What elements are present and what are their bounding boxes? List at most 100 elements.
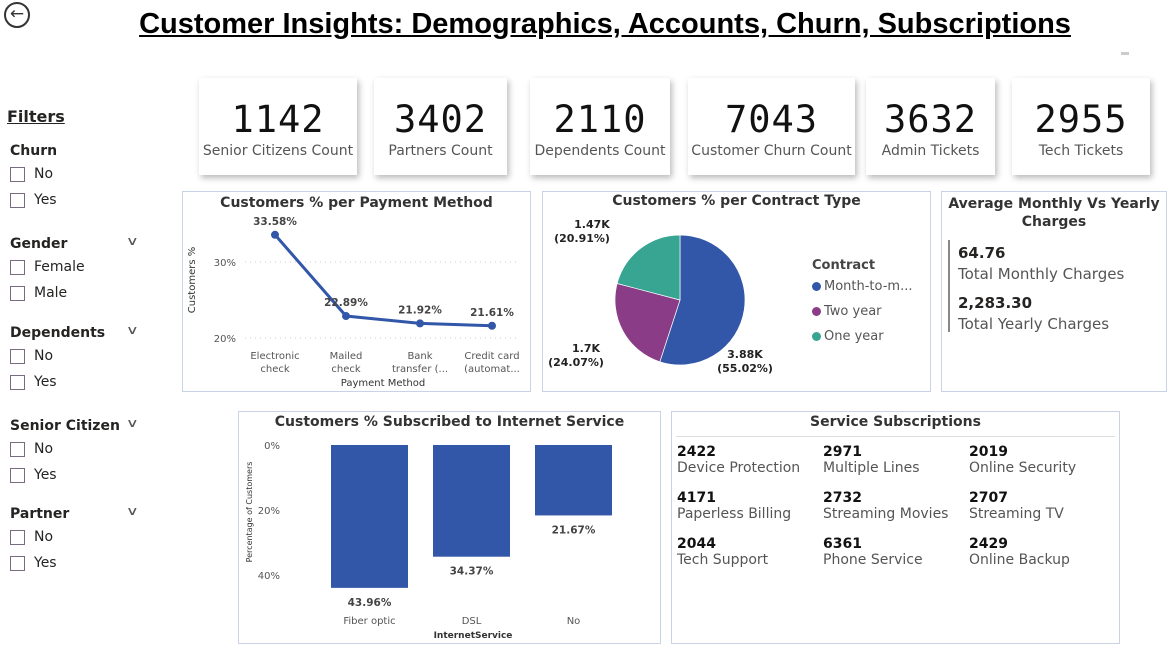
service-label: Streaming TV [969, 506, 1064, 522]
kpi-label: Customer Churn Count [691, 143, 852, 159]
page-title: Customer Insights: Demographics, Account… [139, 8, 1071, 40]
checkbox[interactable] [10, 374, 25, 390]
service-subscriptions-card: Service Subscriptions 2422 Device Protect… [671, 411, 1120, 644]
service-item: 2707 Streaming TV [969, 490, 1064, 522]
checkbox[interactable] [10, 348, 25, 364]
checkbox[interactable] [10, 529, 25, 545]
chart-title: Service Subscriptions [810, 414, 981, 430]
filter-title: Senior Citizen [10, 418, 120, 434]
service-count: 2732 [823, 490, 862, 506]
monthly-charges-value: 64.76 [958, 244, 1006, 262]
kpi-value: 2110 [553, 98, 647, 141]
service-count: 2971 [823, 444, 862, 460]
internet-service-chart: Customers % Subscribed to Internet Servi… [238, 411, 661, 644]
kpi-value: 1142 [231, 98, 325, 141]
legend-item[interactable]: Two year [812, 304, 882, 319]
service-count: 2429 [969, 536, 1008, 552]
service-item: 4171 Paperless Billing [677, 490, 791, 522]
x-tick-label: Credit card [464, 351, 519, 362]
chevron-down-icon[interactable]: ∨ [125, 323, 139, 337]
service-item: 6361 Phone Service [823, 536, 923, 568]
chevron-down-icon[interactable]: ∨ [125, 234, 139, 248]
service-item: 2971 Multiple Lines [823, 444, 920, 476]
filter-option-dependents-yes[interactable]: Yes [10, 374, 57, 390]
y-tick-label: 20% [214, 334, 236, 345]
x-tick-label: check [331, 364, 360, 375]
service-item: 2429 Online Backup [969, 536, 1070, 568]
kpi-label: Partners Count [388, 143, 493, 159]
filter-option-gender-male[interactable]: Male [10, 285, 67, 301]
service-label: Phone Service [823, 552, 923, 568]
checkbox[interactable] [10, 192, 25, 208]
legend-item[interactable]: Month-to-m... [812, 279, 912, 294]
filter-title: Dependents [10, 325, 106, 341]
kpi-value: 3632 [883, 98, 978, 141]
kpi-card: 3632 Admin Tickets [866, 78, 995, 175]
x-tick-label: Electronic [250, 351, 299, 362]
filter-option-churn-no[interactable]: No [10, 166, 53, 182]
yearly-charges-value: 2,283.30 [958, 294, 1033, 312]
checkbox[interactable] [10, 285, 25, 301]
filter-option-churn-yes[interactable]: Yes [10, 192, 57, 208]
kpi-card: 1142 Senior Citizens Count [199, 78, 357, 175]
payment-method-chart: Customers % per Payment Method [182, 191, 531, 392]
filter-option-senior-citizen-yes[interactable]: Yes [10, 467, 57, 483]
checkbox[interactable] [10, 259, 25, 275]
x-tick-label: Mailed [330, 351, 363, 362]
service-item: 2044 Tech Support [677, 536, 768, 568]
kpi-value: 2955 [1034, 98, 1128, 141]
checkbox[interactable] [10, 555, 25, 571]
option-label: Male [34, 285, 68, 301]
option-label: No [34, 441, 54, 457]
service-item: 2422 Device Protection [677, 444, 800, 476]
filter-option-dependents-no[interactable]: No [10, 348, 53, 364]
filter-option-partner-no[interactable]: No [10, 529, 53, 545]
filter-title: Churn [10, 143, 58, 159]
yearly-charges-label: Total Yearly Charges [958, 315, 1110, 333]
service-count: 2422 [677, 444, 716, 460]
legend-swatch-icon [812, 282, 821, 291]
option-label: Yes [34, 374, 57, 390]
legend-label: Month-to-m... [824, 279, 913, 294]
service-label: Online Security [969, 460, 1077, 476]
service-count: 2019 [969, 444, 1008, 460]
data-point[interactable] [488, 321, 496, 330]
legend-swatch-icon [812, 332, 821, 341]
checkbox[interactable] [10, 467, 25, 483]
data-label: 21.92% [398, 304, 442, 316]
service-label: Multiple Lines [823, 460, 920, 476]
service-item: 2732 Streaming Movies [823, 490, 948, 522]
x-axis-label: Payment Method [341, 378, 425, 389]
x-tick-label: check [260, 364, 289, 375]
x-tick-label: transfer (... [392, 364, 448, 375]
data-point[interactable] [271, 230, 279, 239]
data-point[interactable] [416, 319, 424, 328]
kpi-card: 3402 Partners Count [374, 78, 507, 175]
checkbox[interactable] [10, 441, 25, 457]
chart-title: Average Monthly Vs Yearly Charges [948, 196, 1160, 230]
filters-title: Filters [7, 107, 65, 126]
chevron-down-icon[interactable]: ∨ [125, 416, 139, 430]
filter-option-partner-yes[interactable]: Yes [10, 555, 57, 571]
service-count: 2707 [969, 490, 1008, 506]
chevron-down-icon[interactable]: ∨ [125, 504, 139, 518]
data-point[interactable] [342, 312, 350, 321]
option-label: No [34, 529, 54, 545]
option-label: Female [34, 259, 85, 275]
filter-option-senior-citizen-no[interactable]: No [10, 441, 53, 457]
y-axis-label: Customers % [187, 247, 198, 313]
legend-label: One year [824, 329, 884, 344]
legend-item[interactable]: One year [812, 329, 884, 344]
monthly-charges-label: Total Monthly Charges [958, 265, 1125, 283]
chart-title: Customers % per Contract Type [612, 193, 861, 209]
checkbox[interactable] [10, 166, 25, 182]
service-count: 4171 [677, 490, 716, 506]
minimize-indicator [1121, 52, 1129, 55]
service-count: 2044 [677, 536, 716, 552]
y-tick-label: 30% [214, 258, 236, 269]
filter-option-gender-female[interactable]: Female [10, 259, 85, 275]
back-arrow-icon[interactable]: ← [4, 2, 30, 28]
kpi-value: 3402 [393, 98, 488, 141]
kpi-label: Admin Tickets [881, 143, 980, 159]
legend-swatch-icon [812, 307, 821, 316]
